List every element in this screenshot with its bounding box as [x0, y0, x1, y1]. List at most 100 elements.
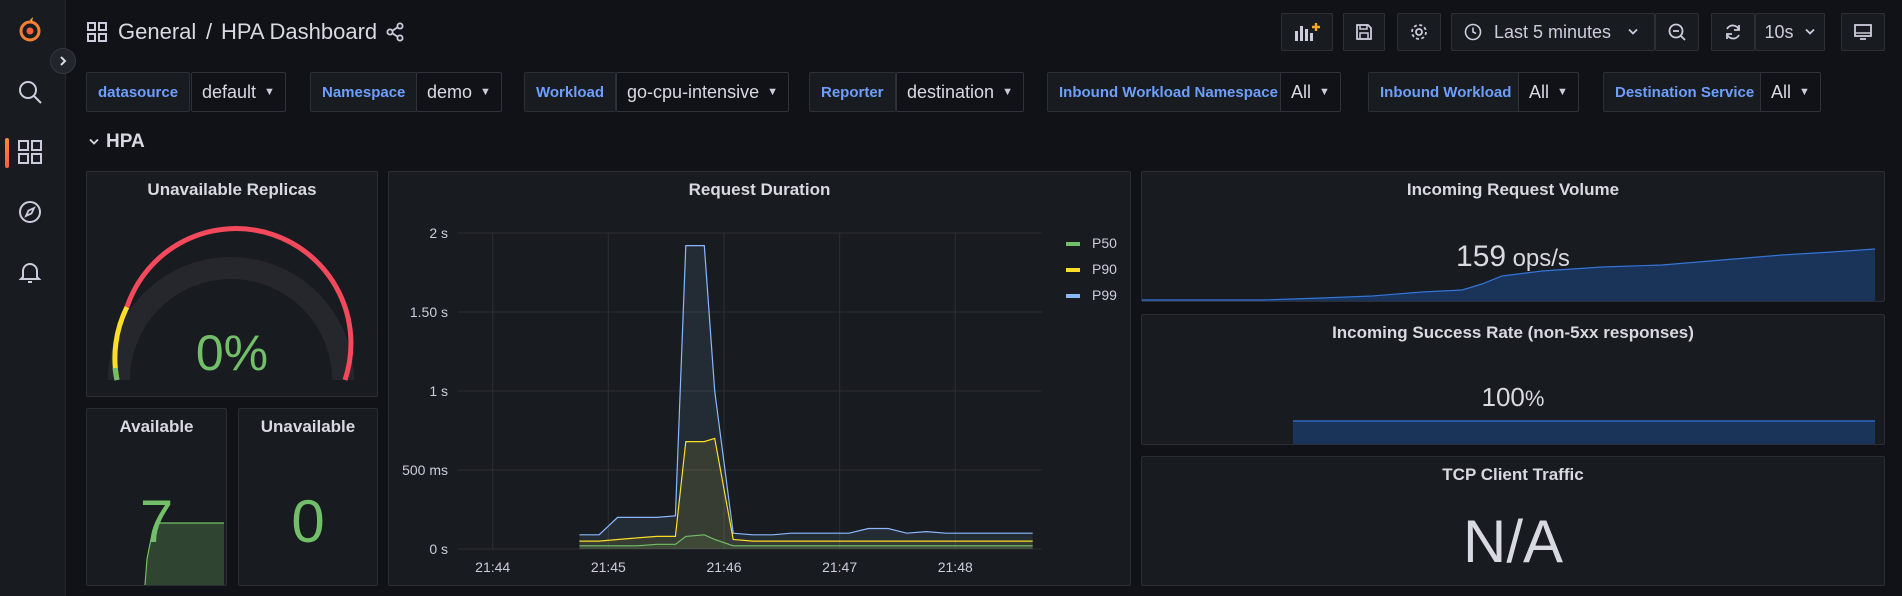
refresh-interval-picker[interactable]: 10s — [1755, 13, 1825, 51]
stat-unit: ops/s — [1512, 245, 1570, 272]
breadcrumb-folder[interactable]: General — [118, 19, 197, 44]
add-panel-button[interactable] — [1281, 13, 1333, 51]
y-tick-label: 1.50 s — [410, 304, 448, 320]
chevron-down-icon: ▼ — [480, 86, 491, 98]
variable-value: go-cpu-intensive — [627, 81, 760, 102]
panel-title: Incoming Request Volume — [1406, 180, 1620, 199]
volume-stat: 159 ops/s — [1142, 240, 1884, 274]
series-area-p50 — [579, 534, 1033, 549]
panel-incoming-success-rate[interactable]: Incoming Success Rate (non-5xx responses… — [1141, 314, 1885, 445]
variable-value: destination — [907, 81, 995, 102]
row-title: HPA — [106, 131, 145, 152]
clock-icon — [1464, 23, 1482, 41]
zoom-out-icon — [1668, 23, 1686, 41]
explore-compass-icon[interactable] — [14, 196, 46, 228]
monitor-icon — [1854, 24, 1872, 40]
panel-request-duration[interactable]: Request Duration 0 s 500 ms 1 s 1.50 s 2 s 21… — [388, 171, 1131, 586]
legend-swatch-p90 — [1066, 268, 1080, 272]
panel-title: TCP Client Traffic — [1442, 465, 1584, 484]
refresh-interval-label: 10s — [1764, 21, 1794, 42]
series-area-p90 — [579, 438, 1033, 549]
refresh-button[interactable] — [1711, 13, 1755, 51]
variable-value: All — [1291, 81, 1312, 102]
x-tick-label: 21:47 — [822, 559, 857, 575]
add-panel-icon — [1295, 23, 1320, 41]
series-area-p99 — [579, 245, 1033, 549]
grafana-logo-icon[interactable] — [14, 14, 46, 46]
gauge-value: 0% — [195, 325, 269, 381]
sidebar — [0, 0, 66, 596]
row-hpa-toggle[interactable]: HPA — [88, 131, 145, 153]
legend-label-p50: P50 — [1092, 235, 1117, 251]
time-range-picker[interactable]: Last 5 minutes — [1451, 13, 1655, 51]
variable-select-reporter[interactable]: destination ▼ — [896, 72, 1024, 112]
chevron-down-icon: ▼ — [1319, 86, 1330, 98]
variable-label-reporter: Reporter — [809, 72, 896, 112]
legend-label-p99: P99 — [1092, 287, 1117, 303]
panel-unavailable-replicas[interactable]: Unavailable Replicas 0% — [86, 171, 378, 397]
series-line-p90 — [579, 437, 1033, 542]
chevron-down-icon — [1628, 28, 1638, 35]
gauge-threshold-green — [112, 367, 120, 381]
zoom-out-button[interactable] — [1655, 13, 1699, 51]
variable-select-datasource[interactable]: default ▼ — [191, 72, 286, 112]
chevron-down-icon: ▼ — [767, 86, 778, 98]
panel-title: Unavailable — [260, 417, 356, 436]
share-icon[interactable] — [385, 22, 405, 47]
chevron-down-icon — [89, 138, 99, 145]
panel-incoming-request-volume[interactable]: Incoming Request Volume 159 ops/s — [1141, 171, 1885, 302]
variable-select-workload[interactable]: go-cpu-intensive ▼ — [616, 72, 789, 112]
variable-select-destination-service[interactable]: All ▼ — [1760, 72, 1821, 112]
dashboard-title[interactable]: HPA Dashboard — [221, 19, 378, 44]
panel-title: Incoming Success Rate (non-5xx responses… — [1332, 323, 1694, 342]
alerting-bell-icon[interactable] — [14, 256, 46, 288]
panel-available[interactable]: Available 7 — [86, 408, 227, 586]
chevron-down-icon: ▼ — [264, 86, 275, 98]
search-icon[interactable] — [14, 76, 46, 108]
success-rate-stat: 100% — [1142, 382, 1884, 413]
variable-label-namespace: Namespace — [310, 72, 418, 112]
x-tick-label: 21:45 — [591, 559, 626, 575]
variable-label-destination-service: Destination Service — [1603, 72, 1767, 112]
time-range-label: Last 5 minutes — [1494, 21, 1612, 42]
breadcrumb-separator: / — [206, 19, 213, 44]
series-line-p50 — [579, 534, 1033, 547]
gauge-track — [108, 257, 354, 381]
legend-label-p90: P90 — [1092, 261, 1117, 277]
available-sparkline — [144, 522, 224, 585]
y-tick-label: 0 s — [429, 541, 448, 557]
request-duration-chart: 0 s 500 ms 1 s 1.50 s 2 s 21:44 21:45 21:46 21:4… — [402, 225, 1117, 575]
legend-swatch-p99 — [1066, 294, 1080, 298]
expand-menu-button[interactable] — [50, 48, 76, 74]
y-tick-label: 500 ms — [402, 462, 448, 478]
dashboards-icon[interactable] — [14, 136, 46, 168]
tv-mode-button[interactable] — [1841, 13, 1885, 51]
stat-value: 100 — [1481, 382, 1525, 412]
chevron-right-icon — [60, 56, 67, 66]
stat-value: 159 — [1456, 240, 1507, 273]
success-rate-sparkline — [1293, 420, 1875, 444]
chevron-down-icon: ▼ — [1799, 86, 1810, 98]
variable-label-inbound-workload-namespace: Inbound Workload Namespace — [1047, 72, 1290, 112]
settings-button[interactable] — [1397, 13, 1441, 51]
save-dashboard-button[interactable] — [1343, 13, 1385, 51]
gear-icon — [1411, 24, 1427, 40]
variable-select-inbound-workload[interactable]: All ▼ — [1518, 72, 1579, 112]
x-tick-label: 21:46 — [706, 559, 741, 575]
chevron-down-icon — [1804, 28, 1815, 35]
stat-value: 7 — [139, 488, 174, 555]
variable-value: All — [1529, 81, 1550, 102]
y-tick-label: 1 s — [429, 383, 448, 399]
chevron-down-icon: ▼ — [1557, 86, 1568, 98]
x-tick-label: 21:48 — [938, 559, 973, 575]
panel-unavailable[interactable]: Unavailable 0 — [238, 408, 378, 586]
volume-sparkline — [1142, 248, 1876, 301]
variable-value: default — [202, 81, 257, 102]
variable-label-workload: Workload — [524, 72, 617, 112]
stat-value: N/A — [1462, 508, 1564, 575]
legend-swatch-p50 — [1066, 242, 1080, 246]
variable-select-inbound-workload-namespace[interactable]: All ▼ — [1280, 72, 1341, 112]
variable-label-datasource: datasource — [86, 72, 191, 112]
panel-tcp-client-traffic[interactable]: TCP Client Traffic N/A — [1141, 456, 1885, 586]
variable-select-namespace[interactable]: demo ▼ — [416, 72, 502, 112]
